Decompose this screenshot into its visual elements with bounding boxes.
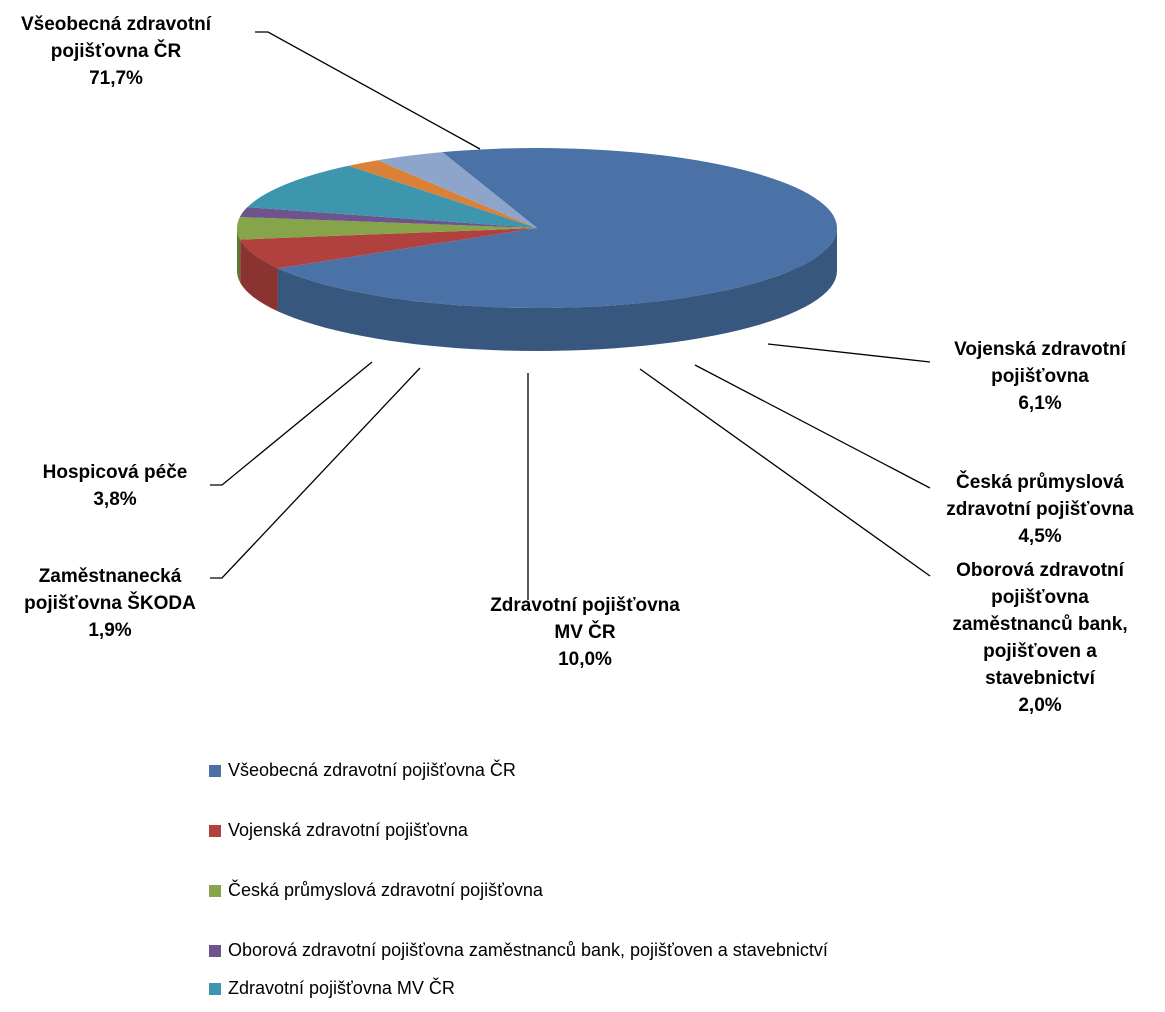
leader-line	[210, 367, 421, 579]
pie-slice	[239, 207, 538, 228]
leader-line	[210, 361, 373, 486]
legend-swatch	[209, 765, 221, 777]
slice-data-label: Všeobecná zdravotní pojišťovna ČR 71,7%	[21, 14, 212, 89]
pie-slice	[277, 147, 837, 309]
label-leader-lines	[210, 31, 931, 600]
legend-item: Zdravotní pojišťovna MV ČR	[209, 975, 888, 1001]
leader-line	[694, 364, 931, 489]
slice-data-label: Vojenská zdravotní pojišťovna 6,1%	[954, 339, 1126, 414]
data-labels: Všeobecná zdravotní pojišťovna ČR 71,7% Voj…	[21, 14, 1134, 716]
legend-swatch	[209, 825, 221, 837]
legend-label: Vojenská zdravotní pojišťovna	[228, 820, 468, 840]
slice-data-label: Zdravotní pojišťovna MV ČR 10,0%	[490, 595, 680, 670]
pie-slice	[377, 152, 537, 228]
pie-slice	[240, 228, 537, 269]
legend-label: Oborová zdravotní pojišťovna zaměstnanců…	[228, 940, 828, 960]
pie-side-wall	[237, 228, 241, 283]
legend-item: Česká průmyslová zdravotní pojišťovna	[209, 877, 888, 903]
pie-slice	[236, 217, 537, 240]
pie-top-faces	[236, 147, 837, 309]
leader-line	[255, 31, 481, 150]
legend-swatch	[209, 983, 221, 995]
legend-label: Zdravotní pojišťovna MV ČR	[228, 978, 455, 998]
legend-label: Všeobecná zdravotní pojišťovna ČR	[228, 760, 516, 780]
leader-line	[767, 343, 931, 363]
legend-item: Všeobecná zdravotní pojišťovna ČR	[209, 757, 888, 783]
slice-data-label: Zaměstnanecká pojišťovna ŠKODA 1,9%	[24, 566, 196, 641]
slice-data-label: Česká průmyslová zdravotní pojišťovna 4,5%	[946, 471, 1134, 547]
leader-line	[639, 368, 931, 577]
pie-slice	[348, 160, 537, 228]
legend-swatch	[209, 945, 221, 957]
slice-data-label: Hospicová péče 3,8%	[43, 462, 188, 510]
pie-side-walls	[237, 228, 837, 351]
legend-item: Vojenská zdravotní pojišťovna	[209, 817, 888, 843]
pie-side-wall	[240, 239, 278, 312]
legend-label: Česká průmyslová zdravotní pojišťovna	[228, 880, 543, 900]
pie-side-wall	[277, 228, 837, 351]
pie-slice	[247, 165, 538, 228]
legend-item: Oborová zdravotní pojišťovna zaměstnanců…	[209, 937, 888, 963]
legend-swatch	[209, 885, 221, 897]
slice-data-label: Oborová zdravotní pojišťovna zaměstnanců b…	[952, 560, 1127, 716]
